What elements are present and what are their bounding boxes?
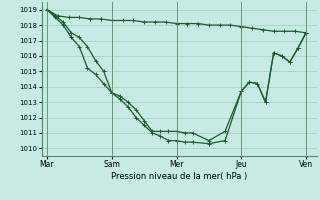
X-axis label: Pression niveau de la mer( hPa ): Pression niveau de la mer( hPa ) <box>111 172 247 181</box>
